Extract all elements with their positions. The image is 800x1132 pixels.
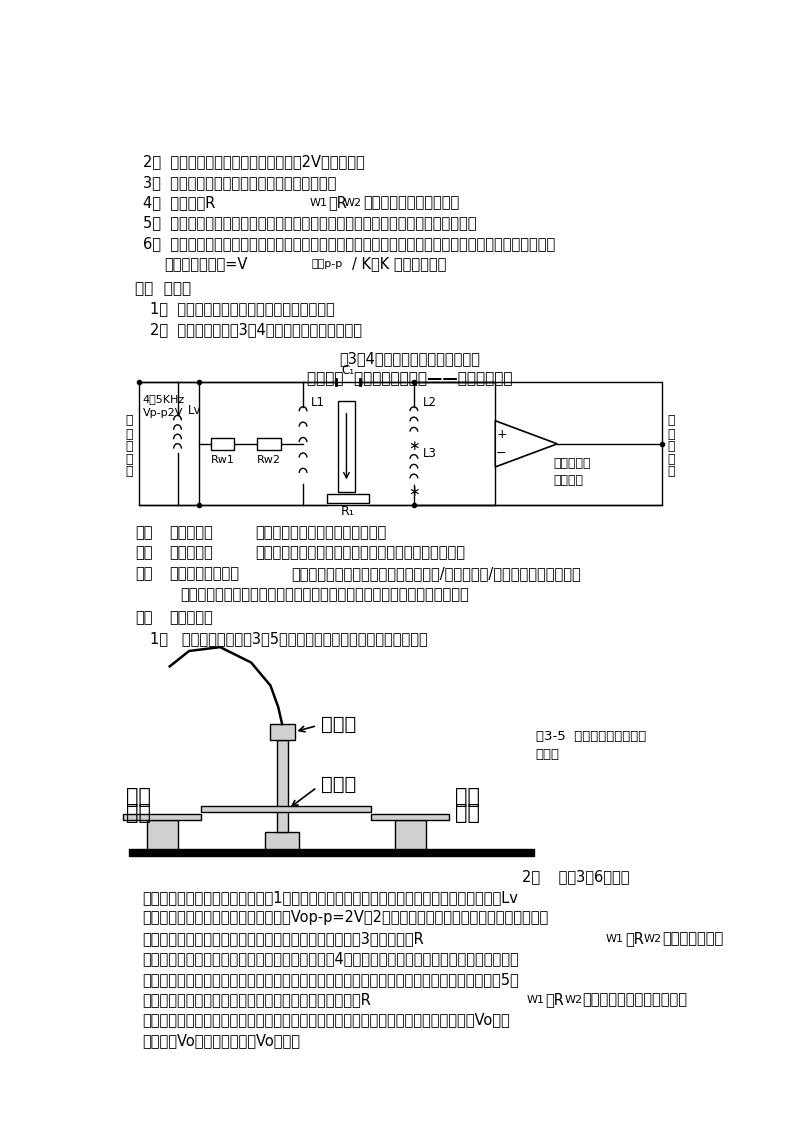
Text: 接: 接 [126, 414, 134, 427]
Text: L3: L3 [423, 447, 437, 460]
Bar [123, 814, 201, 820]
Text: 和R: 和R [546, 992, 565, 1007]
Bar [146, 820, 178, 849]
Text: 实验目的：: 实验目的： [170, 525, 214, 540]
Text: W1: W1 [310, 198, 327, 208]
Text: Rw2: Rw2 [257, 455, 281, 465]
Text: 和R: 和R [626, 931, 644, 946]
Text: 调节低频振荡器幅度旋钮和频率旋钮，使振动平台振荡较为明显。用示波器观察放大器Vo相敏: 调节低频振荡器幅度旋钮和频率旋钮，使振动平台振荡较为明显。用示波器观察放大器Vo… [142, 1012, 510, 1028]
Text: 五、  考题：: 五、 考题： [135, 281, 191, 295]
Bar [201, 806, 371, 812]
Text: 3、  调整测微头，使差动放大器输出电压最小。: 3、 调整测微头，使差动放大器输出电压最小。 [142, 174, 336, 190]
Text: R₁: R₁ [341, 505, 355, 517]
Text: Lv: Lv [188, 404, 202, 417]
Bar [277, 739, 287, 832]
Text: 使示波器（相敏: 使示波器（相敏 [662, 931, 723, 946]
Bar [326, 494, 370, 503]
Text: L2: L2 [423, 396, 437, 409]
Text: 感器连接支架高度，使示波器显示的波形幅值为最小。（3）仔细调节R: 感器连接支架高度，使示波器显示的波形幅值为最小。（3）仔细调节R [142, 931, 424, 946]
Text: 第: 第 [126, 428, 134, 441]
Text: 基本原理：: 基本原理： [170, 546, 214, 560]
Text: 2、  利用示波器调整音频振荡器输出为2V峰－峰值。: 2、 利用示波器调整音频振荡器输出为2V峰－峰值。 [142, 154, 364, 170]
Bar [338, 402, 355, 491]
Text: ∗: ∗ [408, 486, 420, 499]
Text: Vp-p2V: Vp-p2V [142, 408, 183, 418]
Text: 实验十三  差动变压器的应用——振动测量实验: 实验十三 差动变压器的应用——振动测量实验 [307, 371, 513, 386]
Text: / K，K 为放大倍数）: / K，K 为放大倍数） [352, 256, 446, 272]
Text: −: − [496, 447, 506, 460]
Text: W1: W1 [606, 934, 624, 944]
Bar [394, 820, 426, 849]
Text: 道: 道 [126, 465, 134, 478]
Text: 峰－峰值，调整音频振荡器幅度旋钮使Vop-p=2V（2）利用示波器观察相敏检波器输出，调整传: 峰－峰值，调整音频振荡器幅度旋钮使Vop-p=2V（2）利用示波器观察相敏检波器… [142, 910, 549, 926]
Text: ∗: ∗ [408, 439, 420, 453]
Text: 检波器的Vo及低通滤波器的Vo波形。: 检波器的Vo及低通滤波器的Vo波形。 [142, 1032, 301, 1048]
Text: 平台: 平台 [455, 803, 480, 823]
Text: 2、    按图3－6接线，: 2、 按图3－6接线， [522, 869, 630, 884]
Text: 6、  从示波器上观察，差动变压器的零点残余电压值（峰－峰值）。（注：这时的零点残余电压经放大后: 6、 从示波器上观察，差动变压器的零点残余电压值（峰－峰值）。（注：这时的零点残… [142, 235, 555, 251]
Text: 4～5KHz: 4～5KHz [142, 394, 185, 404]
Text: 4、  依次调整R: 4、 依次调整R [142, 195, 215, 211]
Text: 接: 接 [667, 414, 675, 427]
Text: 5、  将第二通道的灵敏度提高，观察零点残余电压的波形，注意与激励电压相比较。: 5、 将第二通道的灵敏度提高，观察零点残余电压的波形，注意与激励电压相比较。 [142, 215, 476, 231]
Text: ，使输出电压降至最小。: ，使输出电压降至最小。 [363, 195, 460, 211]
Text: 通: 通 [667, 453, 675, 465]
Text: 音频振荡器、差动放大器模板、移相器/相敏检波器/滤波器模板、测微头、: 音频振荡器、差动放大器模板、移相器/相敏检波器/滤波器模板、测微头、 [291, 566, 581, 581]
Bar [138, 383, 662, 506]
Text: 2、  本实验也可用图3－4所示线路，请分析原理。: 2、 本实验也可用图3－4所示线路，请分析原理。 [150, 321, 362, 337]
Text: Rw1: Rw1 [210, 455, 234, 465]
Text: 的零点残余电压=V: 的零点残余电压=V [164, 256, 248, 272]
Text: W1: W1 [526, 995, 544, 1005]
Text: 图3-5  差动变压器振动测量: 图3-5 差动变压器振动测量 [535, 730, 646, 743]
Text: 振动: 振动 [126, 787, 150, 806]
Text: W2: W2 [643, 934, 662, 944]
Text: 通: 通 [126, 453, 134, 465]
Text: 零点p-p: 零点p-p [311, 259, 343, 269]
Text: 1、  请分析经过补偿后的零点残余电压波形。: 1、 请分析经过补偿后的零点残余电压波形。 [150, 301, 335, 316]
Text: 实验步骤：: 实验步骤： [170, 610, 214, 625]
Text: 传感器: 传感器 [321, 714, 356, 734]
Text: 工作: 工作 [455, 787, 480, 806]
Text: 安装图: 安装图 [535, 747, 559, 761]
Text: W2: W2 [564, 995, 582, 1005]
Bar [270, 724, 294, 739]
Text: L1: L1 [310, 396, 325, 409]
Text: 并调整好有关部分，调整如下：（1）检查接线无误后，合上主控台电源开关，用示波器观察Lv: 并调整好有关部分，调整如下：（1）检查接线无误后，合上主控台电源开关，用示波器观… [142, 890, 518, 906]
Bar [371, 814, 449, 820]
Bar [211, 438, 234, 449]
Text: 平台: 平台 [126, 803, 150, 823]
Text: W2: W2 [344, 198, 362, 208]
Text: 一、: 一、 [135, 525, 152, 540]
Text: 松手，整流波形消失变为一条接近零点线。（否则再调节R: 松手，整流波形消失变为一条接近零点线。（否则再调节R [142, 992, 371, 1007]
Text: ）激振源接上低频振荡器，: ）激振源接上低频振荡器， [582, 992, 687, 1007]
Text: 一: 一 [126, 440, 134, 454]
Text: 需用器件与单元：: 需用器件与单元： [170, 566, 240, 581]
Text: 移）仔细调节移相器和相敏检波器的旋钮，使示波器显示的波形为一个接近全波整流波形。（5）: 移）仔细调节移相器和相敏检波器的旋钮，使示波器显示的波形为一个接近全波整流波形。… [142, 971, 519, 987]
Text: 二: 二 [667, 440, 675, 454]
Text: 实验模板: 实验模板 [554, 473, 583, 487]
Text: 了解差动变压器测量振动的方法。: 了解差动变压器测量振动的方法。 [255, 525, 386, 540]
Text: 差动变压器: 差动变压器 [554, 456, 591, 470]
Text: C₁: C₁ [342, 363, 354, 377]
Text: 二、: 二、 [135, 546, 152, 560]
Text: +: + [496, 428, 506, 441]
Text: 图3－4零点残余电压补偿电路之二: 图3－4零点残余电压补偿电路之二 [339, 351, 481, 366]
Text: 1、   将差动变压器按图3－5，安装在台面三源板的振动源单元上。: 1、 将差动变压器按图3－5，安装在台面三源板的振动源单元上。 [150, 631, 428, 646]
Text: 利用差动变压器测量动态参数与测位移量的原理相同。: 利用差动变压器测量动态参数与测位移量的原理相同。 [255, 546, 465, 560]
Text: 四、: 四、 [135, 610, 152, 625]
Text: 道: 道 [667, 465, 675, 478]
Bar [258, 438, 281, 449]
Text: 、R: 、R [329, 195, 347, 211]
Text: 检小波器）显示的波形幅值更小，基本为零点。（4）用手按住振动平台（让传感器产生一个大位: 检小波器）显示的波形幅值更小，基本为零点。（4）用手按住振动平台（让传感器产生一… [142, 951, 519, 967]
Text: 三、: 三、 [135, 566, 152, 581]
Text: 第: 第 [667, 428, 675, 441]
Text: 数显单元、低频振荡器、振动源单元（台面上）、示波器、直流稳压电源。: 数显单元、低频振荡器、振动源单元（台面上）、示波器、直流稳压电源。 [180, 588, 469, 602]
Text: 连桥板: 连桥板 [321, 774, 356, 794]
Bar [265, 832, 299, 849]
